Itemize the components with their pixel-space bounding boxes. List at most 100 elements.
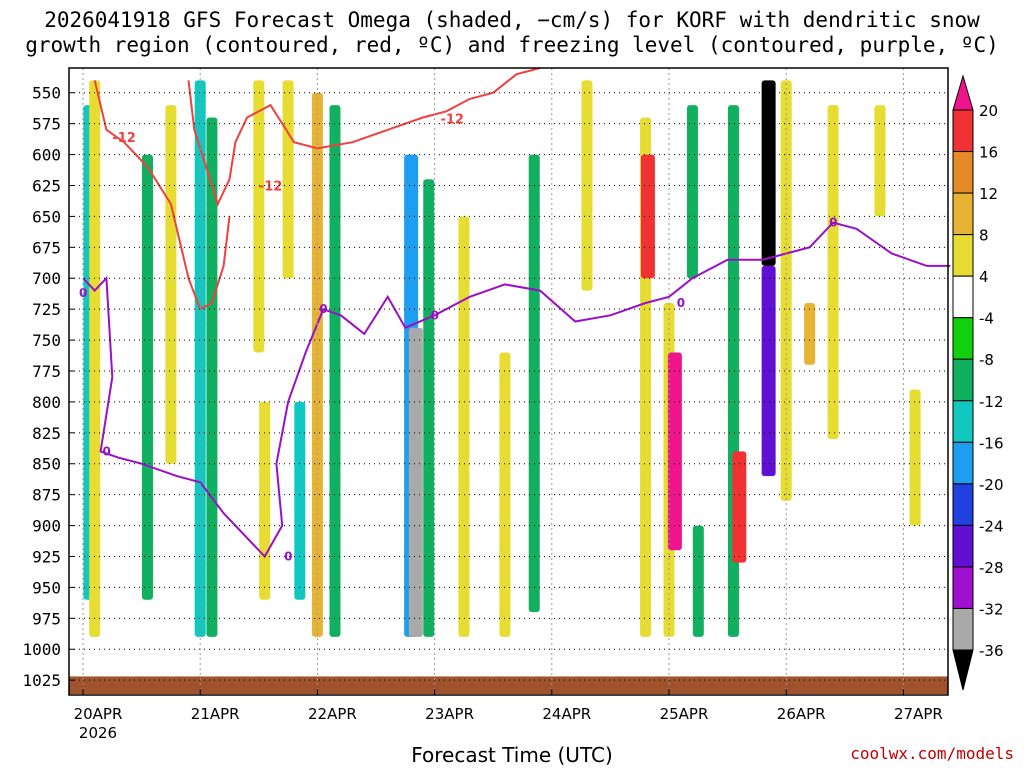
- y-tick-label: 800: [32, 393, 61, 412]
- omega-shade: [294, 401, 306, 600]
- plot-frame: [68, 67, 949, 696]
- omega-shade: [732, 451, 747, 563]
- colorbar-label: 12: [979, 185, 998, 203]
- y-tick-label: 875: [32, 486, 61, 505]
- colorbar-label: 20: [979, 102, 998, 120]
- y-tick-label: 975: [32, 609, 61, 628]
- colorbar-segment: [952, 192, 974, 236]
- x-tick-label: 20APR: [74, 705, 123, 723]
- omega-shade: [458, 216, 470, 637]
- dgz-contour-label: -12: [440, 113, 464, 128]
- freezing-level-line: [82, 221, 951, 559]
- omega-shade: [827, 105, 839, 440]
- x-axis-label: Forecast Time (UTC): [411, 743, 613, 767]
- freezing-level-label: 0: [829, 216, 837, 230]
- y-tick-label: 650: [32, 207, 61, 226]
- colorbar-label: -20: [979, 476, 1004, 494]
- omega-shade: [581, 80, 593, 291]
- omega-shade: [165, 105, 177, 464]
- colorbar-segment: [952, 275, 974, 319]
- colorbar-segment: [952, 234, 974, 277]
- y-tick-label: 775: [32, 362, 61, 381]
- colorbar-segment: [952, 441, 974, 485]
- colorbar-segment: [952, 524, 974, 568]
- colorbar-label: 4: [979, 268, 989, 286]
- omega-shade: [804, 302, 816, 365]
- colorbar-segment: [952, 317, 974, 360]
- colorbar-label: -28: [979, 559, 1004, 577]
- x-tick-label: 25APR: [660, 705, 709, 723]
- freezing-level-label: 0: [102, 444, 110, 458]
- x-tick-label: 21APR: [191, 705, 240, 723]
- colorbar-segment: [952, 566, 974, 609]
- y-tick-label: 850: [32, 455, 61, 474]
- omega-shade: [408, 327, 423, 637]
- colorbar-label: 16: [979, 144, 998, 162]
- y-tick-label: 700: [32, 269, 61, 288]
- colorbar-label: -32: [979, 600, 1004, 618]
- x-tick-label: 22APR: [308, 705, 357, 723]
- chart-title-line2: growth region (contoured, red, ºC) and f…: [25, 33, 999, 57]
- omega-shade: [761, 265, 776, 477]
- y-tick-label: 1000: [22, 640, 61, 659]
- colorbar-segment: [952, 607, 974, 651]
- credit-link[interactable]: coolwx.com/models: [850, 744, 1014, 763]
- omega-shade: [640, 154, 655, 279]
- omega-shade: [282, 80, 294, 279]
- y-tick-label: 575: [32, 115, 61, 134]
- colorbar-segment: [952, 483, 974, 526]
- omega-shade: [259, 401, 271, 600]
- freezing-level-label: 0: [677, 296, 685, 310]
- dgz-contour-line: [187, 67, 541, 207]
- colorbar-label: -24: [979, 517, 1004, 535]
- ground-surface: [69, 676, 948, 694]
- colorbar-bottom-triangle-icon: [952, 649, 974, 691]
- y-tick-label: 825: [32, 424, 61, 443]
- y-tick-label: 950: [32, 578, 61, 597]
- x-tick-label: 24APR: [542, 705, 591, 723]
- omega-shade: [780, 80, 792, 501]
- omega-shade: [761, 80, 776, 266]
- omega-shade: [692, 525, 704, 637]
- colorbar-segment: [952, 151, 974, 194]
- freezing-level-label: 0: [319, 302, 327, 316]
- y-tick-label: 625: [32, 176, 61, 195]
- x-tick-label: 27APR: [894, 705, 943, 723]
- dgz-contour-label: -12: [259, 179, 283, 194]
- colorbar-segment: [952, 109, 974, 153]
- omega-shade: [528, 154, 540, 613]
- omega-shade: [667, 352, 682, 551]
- omega-shade: [909, 389, 921, 526]
- y-tick-label: 550: [32, 84, 61, 103]
- y-tick-label: 725: [32, 300, 61, 319]
- y-tick-label: 675: [32, 238, 61, 257]
- omega-shade: [423, 179, 435, 637]
- colorbar-top-triangle-icon: [952, 74, 974, 111]
- y-tick-label: 900: [32, 517, 61, 536]
- x-tick-year: 2026: [79, 724, 117, 742]
- colorbar-label: -36: [979, 642, 1004, 660]
- dgz-contour-line-left: [93, 80, 231, 311]
- y-tick-label: 600: [32, 146, 61, 165]
- colorbar-label: -8: [979, 351, 994, 369]
- colorbar-segment: [952, 400, 974, 443]
- omega-shade: [89, 80, 101, 637]
- omega-shade: [686, 105, 698, 279]
- freezing-level-label: 0: [284, 549, 292, 563]
- omega-shade: [141, 154, 153, 600]
- y-tick-label: 750: [32, 331, 61, 350]
- colorbar-label: -16: [979, 434, 1004, 452]
- freezing-level-label: 0: [431, 308, 439, 322]
- colorbar-label: -12: [979, 393, 1004, 411]
- colorbar-label: -4: [979, 310, 994, 328]
- chart-title-line1: 2026041918 GFS Forecast Omega (shaded, −…: [44, 8, 980, 32]
- omega-shade: [253, 80, 265, 353]
- x-tick-label: 23APR: [425, 705, 474, 723]
- x-tick-label: 26APR: [777, 705, 826, 723]
- omega-shade: [874, 105, 886, 217]
- dgz-contour-label: -12: [112, 131, 136, 146]
- colorbar-segment: [952, 358, 974, 402]
- y-tick-label: 1025: [22, 671, 61, 690]
- colorbar-label: 8: [979, 227, 989, 245]
